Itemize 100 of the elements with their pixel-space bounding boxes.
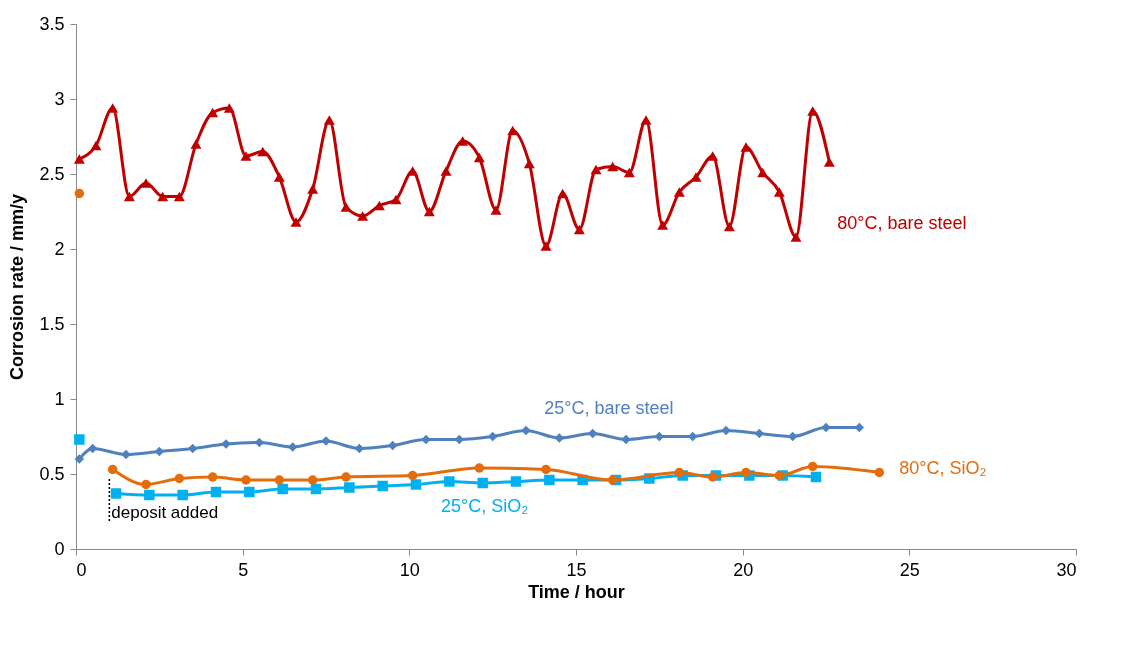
- point: [90, 140, 102, 151]
- x-tick-label: 15: [566, 559, 587, 580]
- point: [177, 489, 188, 501]
- point: [290, 217, 302, 227]
- point: [440, 166, 452, 176]
- point: [607, 475, 618, 485]
- point: [421, 434, 431, 445]
- x-axis-title: Time / hour: [528, 581, 625, 602]
- point: [387, 440, 398, 451]
- point: [721, 425, 731, 436]
- point: [373, 200, 385, 211]
- point: [340, 202, 352, 212]
- point: [607, 161, 619, 172]
- point: [821, 422, 831, 433]
- point: [557, 188, 569, 199]
- y-tick-label: 0.5: [39, 463, 65, 484]
- point: [807, 461, 818, 472]
- x-tick-label: 30: [1056, 559, 1077, 580]
- point: [823, 157, 835, 167]
- point: [474, 463, 485, 473]
- point: [341, 472, 351, 482]
- x-tick-label: 0: [76, 559, 87, 580]
- point: [107, 103, 119, 113]
- point: [754, 428, 765, 439]
- point: [344, 482, 355, 493]
- point: [444, 476, 455, 487]
- point: [540, 241, 552, 251]
- point: [323, 115, 335, 125]
- point: [74, 188, 85, 199]
- point: [141, 479, 151, 490]
- point: [810, 471, 822, 483]
- point: [487, 431, 498, 442]
- point: [274, 475, 285, 485]
- x-tick-label: 20: [733, 559, 754, 580]
- point: [223, 103, 235, 113]
- point: [757, 167, 769, 178]
- point: [523, 158, 535, 169]
- point: [357, 211, 369, 221]
- point: [623, 167, 635, 178]
- point: [521, 425, 531, 436]
- point: [207, 472, 218, 482]
- y-tick-label: 1: [54, 388, 65, 409]
- point: [723, 221, 735, 232]
- annotation: deposit added: [111, 503, 219, 522]
- point: [673, 187, 685, 197]
- y-axis-title: Corrosion rate / mm/y: [7, 193, 28, 381]
- point: [107, 464, 118, 475]
- point: [790, 232, 802, 242]
- point: [87, 443, 98, 454]
- y-tick-label: 0: [54, 538, 65, 559]
- y-tick-label: 1.5: [39, 313, 65, 334]
- point: [477, 477, 488, 489]
- point: [240, 151, 252, 161]
- point: [874, 467, 885, 478]
- point: [110, 488, 122, 499]
- point: [541, 464, 551, 475]
- point: [241, 475, 251, 485]
- point: [377, 480, 388, 492]
- y-tick-label: 3.5: [39, 13, 65, 34]
- point: [277, 483, 288, 495]
- point: [154, 446, 165, 457]
- series-label: 25°C, bare steel: [544, 397, 674, 418]
- point: [140, 178, 152, 188]
- point: [187, 443, 198, 454]
- point: [490, 205, 502, 215]
- point: [307, 184, 319, 194]
- point: [640, 115, 652, 125]
- point: [174, 473, 185, 484]
- point: [807, 106, 819, 116]
- point: [544, 474, 555, 486]
- point: [510, 476, 522, 487]
- point: [590, 164, 602, 175]
- point: [390, 194, 402, 205]
- point: [657, 220, 669, 230]
- point: [407, 470, 418, 481]
- series-label: 25°C, SiO₂: [441, 496, 529, 516]
- y-tick-label: 2: [54, 238, 65, 259]
- point: [73, 154, 85, 164]
- text: 80°C, bare steel: [837, 213, 967, 233]
- point: [707, 151, 719, 161]
- point: [473, 152, 485, 163]
- point: [74, 454, 85, 464]
- point: [587, 428, 598, 439]
- point: [423, 206, 435, 217]
- x-tick-label: 10: [399, 559, 420, 580]
- point: [173, 191, 185, 202]
- point: [773, 187, 785, 197]
- point: [244, 486, 255, 498]
- point: [741, 467, 751, 478]
- point: [207, 107, 219, 118]
- x-tick-label: 25: [899, 559, 920, 580]
- series-label: 80°C, SiO₂: [899, 457, 987, 478]
- point: [123, 191, 135, 202]
- point: [144, 489, 155, 501]
- point: [410, 479, 422, 490]
- x-tick-label: 5: [238, 559, 249, 580]
- point: [121, 449, 131, 460]
- point: [621, 434, 631, 445]
- point: [157, 191, 169, 202]
- point: [210, 486, 222, 498]
